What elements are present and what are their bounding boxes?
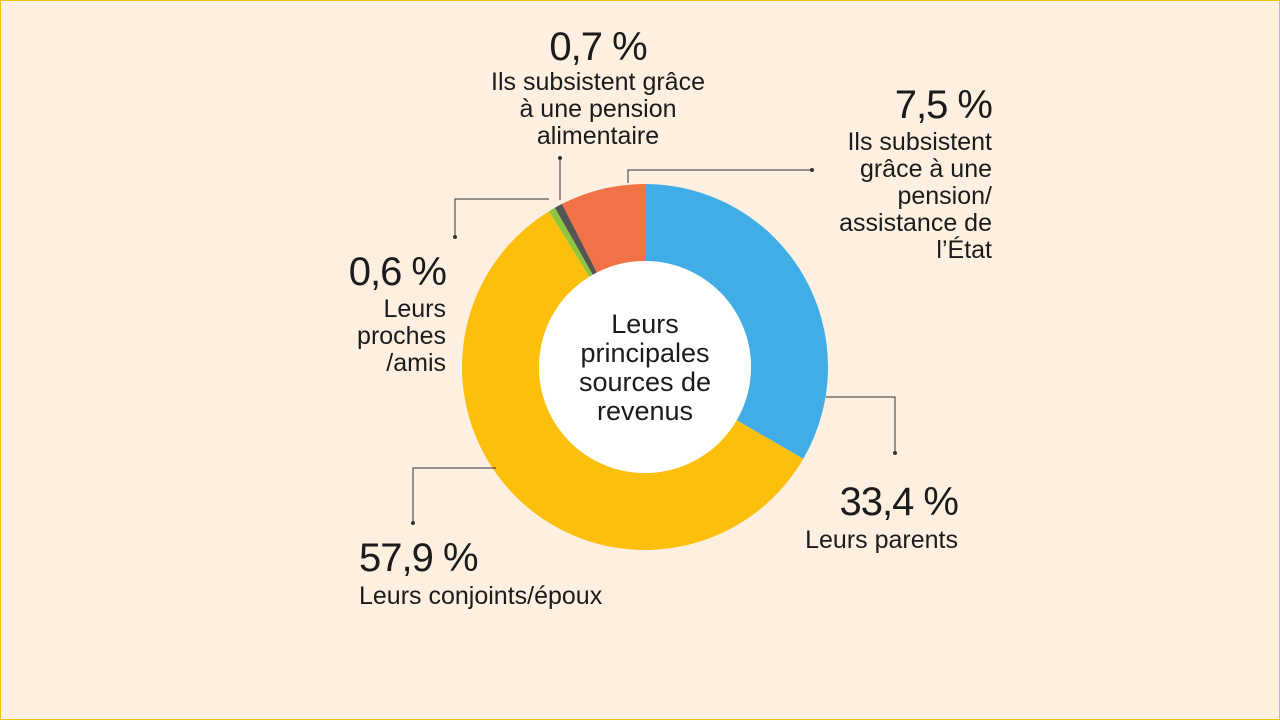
data-label-text: Ils subsistent grâce — [491, 68, 705, 96]
pie-slice — [554, 203, 597, 275]
data-label-pct: 7,5 % — [895, 83, 993, 127]
leader-line-proches — [454, 198, 549, 237]
leader-dot-proches — [453, 235, 457, 239]
donut-hole — [539, 261, 751, 473]
data-label-text: /amis — [386, 349, 446, 377]
center-title-line: principales — [580, 338, 709, 368]
data-label-text: Leurs — [383, 295, 446, 323]
leader-line-etat — [627, 169, 812, 183]
data-label-text: Ils subsistent — [847, 128, 992, 156]
data-label-text: l’État — [936, 235, 992, 264]
center-title: Leurs principales sources de revenus — [579, 309, 711, 426]
label-alimentaire: 0,7 % Ils subsistent grâce à une pension… — [491, 25, 705, 150]
pie-slice — [548, 207, 593, 277]
pie-slice — [645, 184, 828, 459]
leader-line-conjoints — [412, 467, 496, 523]
center-title-line: Leurs — [611, 309, 679, 339]
leader-line-parents — [826, 396, 896, 453]
data-label-pct: 33,4 % — [839, 480, 958, 524]
pie-slice — [561, 184, 645, 273]
data-label-text: à une pension — [519, 95, 676, 123]
donut-slices — [461, 184, 828, 551]
center-title-line: sources de — [579, 367, 711, 397]
leader-dot-parents — [893, 451, 897, 455]
data-label-text: assistance de — [839, 209, 992, 237]
label-conjoints: 57,9 % Leurs conjoints/époux — [359, 536, 603, 610]
data-label-pct: 57,9 % — [359, 536, 478, 580]
pie-slice — [461, 211, 804, 551]
data-label-text: Leurs parents — [805, 526, 958, 554]
leader-dot-etat — [810, 168, 814, 172]
data-label-text: proches — [357, 322, 446, 350]
leader-dot-conjoints — [411, 521, 415, 525]
data-label-pct: 0,6 % — [349, 250, 447, 294]
leader-dot-alimentaire — [558, 156, 562, 160]
label-etat: 7,5 % Ils subsistent grâce à une pension… — [839, 83, 993, 264]
leader-lines — [411, 156, 897, 525]
data-label-text: Leurs conjoints/époux — [359, 582, 603, 610]
data-label-pct: 0,7 % — [549, 25, 647, 69]
center-title-line: revenus — [597, 396, 693, 426]
label-proches: 0,6 % Leurs proches /amis — [349, 250, 448, 377]
data-label-text: alimentaire — [537, 122, 659, 150]
data-label-text: pension/ — [897, 182, 992, 210]
label-parents: 33,4 % Leurs parents — [805, 480, 959, 554]
data-label-text: grâce à une — [860, 155, 992, 183]
